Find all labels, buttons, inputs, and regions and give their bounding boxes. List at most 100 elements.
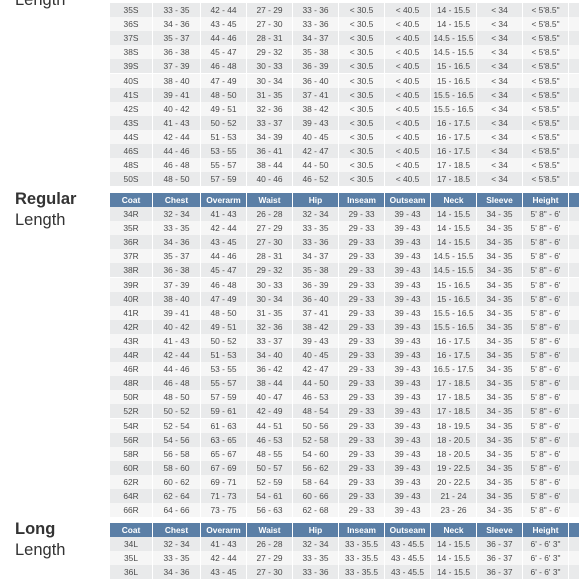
table-cell: 32 - 34 [293,537,339,551]
table-cell: 56 - 63 [247,503,293,518]
table-cell: 39 - 43 [385,333,431,348]
table-cell: 39 - 43 [385,432,431,447]
table-cell: 39 - 43 [385,376,431,391]
table-cell: < 40.5 [385,17,431,32]
table-cell [569,17,580,32]
column-header: Chest [153,523,201,537]
table-cell: < 34 [477,59,523,74]
table-cell: 60 - 66 [293,489,339,503]
table-cell: 49 - 51 [201,101,247,116]
section-label: Length [15,211,66,229]
table-cell [569,565,580,580]
table-cell: 5' 8" - 6' [523,503,569,518]
table-cell: 54 - 56 [153,432,201,447]
table-cell: 33 - 35 [293,551,339,566]
table-cell: 5' 8" - 6' [523,305,569,320]
table-cell: 44 - 46 [153,362,201,377]
table-cell: 26 - 28 [247,537,293,551]
table-cell: < 5'8.5" [523,17,569,32]
table-cell: 34 - 37 [293,249,339,264]
table-cell: 53 - 55 [201,144,247,158]
table-cell: 45 - 47 [201,45,247,60]
table-cell: < 30.5 [339,31,385,46]
table-cell: 33 - 35 [153,551,201,566]
table-cell: 16 - 17.5 [431,129,477,144]
table-cell: 39 - 41 [153,305,201,320]
table-cell: 29 - 33 [339,404,385,419]
table-cell: < 40.5 [385,129,431,144]
table-cell: 17 - 18.5 [431,376,477,391]
table-cell: 48 - 54 [293,404,339,419]
table-cell: 34 - 35 [477,348,523,362]
table-cell: 29 - 33 [339,362,385,377]
table-cell: 33 - 35 [293,221,339,236]
table-cell [569,432,580,447]
column-header: Coat [110,193,153,207]
table-cell [569,263,580,278]
table-cell: 57 - 59 [201,172,247,187]
table-cell: 39 - 43 [385,263,431,278]
table-cell: 67 - 69 [201,460,247,475]
table-cell: 33 - 37 [247,115,293,130]
table-cell: 39 - 43 [385,291,431,306]
table-cell [569,45,580,60]
table-cell [569,503,580,518]
table-cell: 36 - 38 [153,263,201,278]
table-cell: 43 - 45 [201,565,247,580]
column-header: Inseam [339,193,385,207]
table-cell: 56 - 62 [293,460,339,475]
table-cell: 42S [110,101,153,116]
table-cell: 39 - 43 [385,404,431,419]
table-cell: 33 - 35.5 [339,551,385,566]
table-cell: 15.5 - 16.5 [431,87,477,102]
table-cell [569,446,580,461]
table-cell: < 40.5 [385,115,431,130]
table-cell: 18 - 19.5 [431,418,477,433]
table-cell: 29 - 33 [339,348,385,362]
table-cell: 58R [110,446,153,461]
table-cell: 27 - 30 [247,17,293,32]
table-cell: 42 - 44 [201,221,247,236]
column-header: Chest [153,193,201,207]
table-cell: 17 - 18.5 [431,172,477,187]
table-cell: 32 - 34 [153,537,201,551]
table-cell: 14 - 15.5 [431,221,477,236]
table-cell: 39 - 43 [385,418,431,433]
table-cell: 34 - 36 [153,17,201,32]
table-cell: 40 - 42 [153,101,201,116]
table-cell: 43S [110,115,153,130]
column-header: Neck [431,193,477,207]
table-cell: 34 - 35 [477,305,523,320]
table-cell: 36 - 38 [153,45,201,60]
table-cell: 34 - 37 [293,31,339,46]
table-cell: 16 - 17.5 [431,348,477,362]
table-cell: 15 - 16.5 [431,277,477,292]
table-cell: 42R [110,319,153,334]
table-cell: 60R [110,460,153,475]
table-cell: 36L [110,565,153,580]
table-cell: 27 - 30 [247,235,293,250]
table-cell: 29 - 32 [247,45,293,60]
table-cell: 36 - 39 [293,277,339,292]
table-cell: 39R [110,277,153,292]
table-cell: 39 - 43 [385,503,431,518]
table-cell: 34 - 35 [477,319,523,334]
table-cell: 29 - 33 [339,333,385,348]
table-cell: 29 - 33 [339,221,385,236]
table-cell: 34 - 35 [477,432,523,447]
table-cell: 38R [110,263,153,278]
table-cell: 34 - 35 [477,291,523,306]
table-cell: 5' 8" - 6' [523,235,569,250]
table-cell: 39 - 43 [385,249,431,264]
table-cell: 35 - 38 [293,45,339,60]
table-cell: 42 - 47 [293,362,339,377]
table-cell: 29 - 33 [339,376,385,391]
table-cell: 40S [110,73,153,88]
table-cell: 41 - 43 [153,115,201,130]
table-cell: 46 - 52 [293,172,339,187]
table-cell: 16 - 17.5 [431,144,477,158]
table-cell: 46 - 53 [247,432,293,447]
table-cell: < 5'8.5" [523,158,569,173]
table-cell: 42 - 44 [201,3,247,17]
table-cell: 34 - 35 [477,460,523,475]
